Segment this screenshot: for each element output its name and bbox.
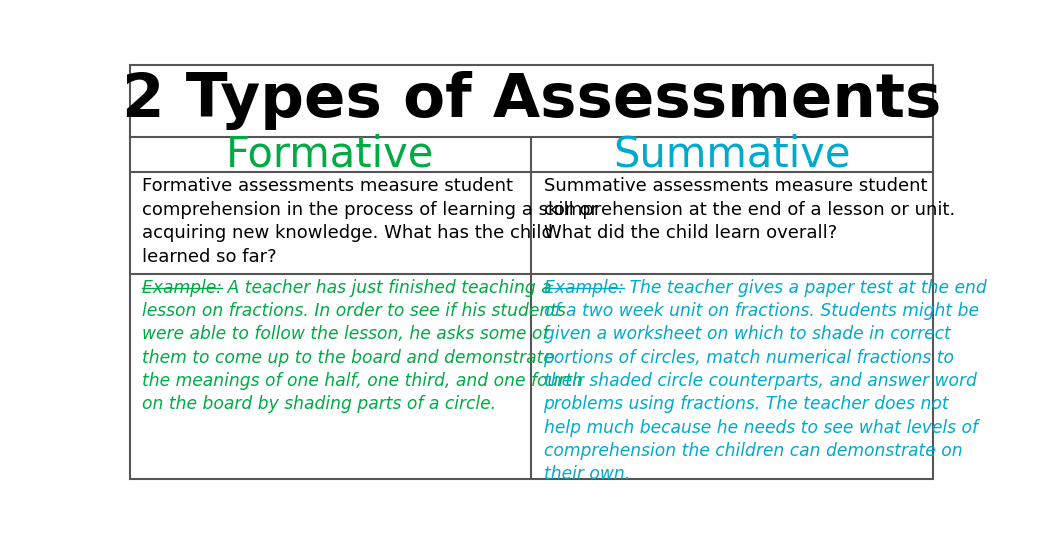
Text: Summative: Summative <box>614 133 851 176</box>
Text: Formative assessments measure student
comprehension in the process of learning a: Formative assessments measure student co… <box>142 177 597 266</box>
Text: 2 Types of Assessments: 2 Types of Assessments <box>121 72 942 130</box>
Text: Example: A teacher has just finished teaching a
lesson on fractions. In order to: Example: A teacher has just finished tea… <box>142 279 583 413</box>
Text: Summative assessments measure student
comprehension at the end of a lesson or un: Summative assessments measure student co… <box>543 177 955 243</box>
Text: Formative: Formative <box>226 133 435 176</box>
Text: Example: The teacher gives a paper test at the end
of a two week unit on fractio: Example: The teacher gives a paper test … <box>543 279 986 483</box>
